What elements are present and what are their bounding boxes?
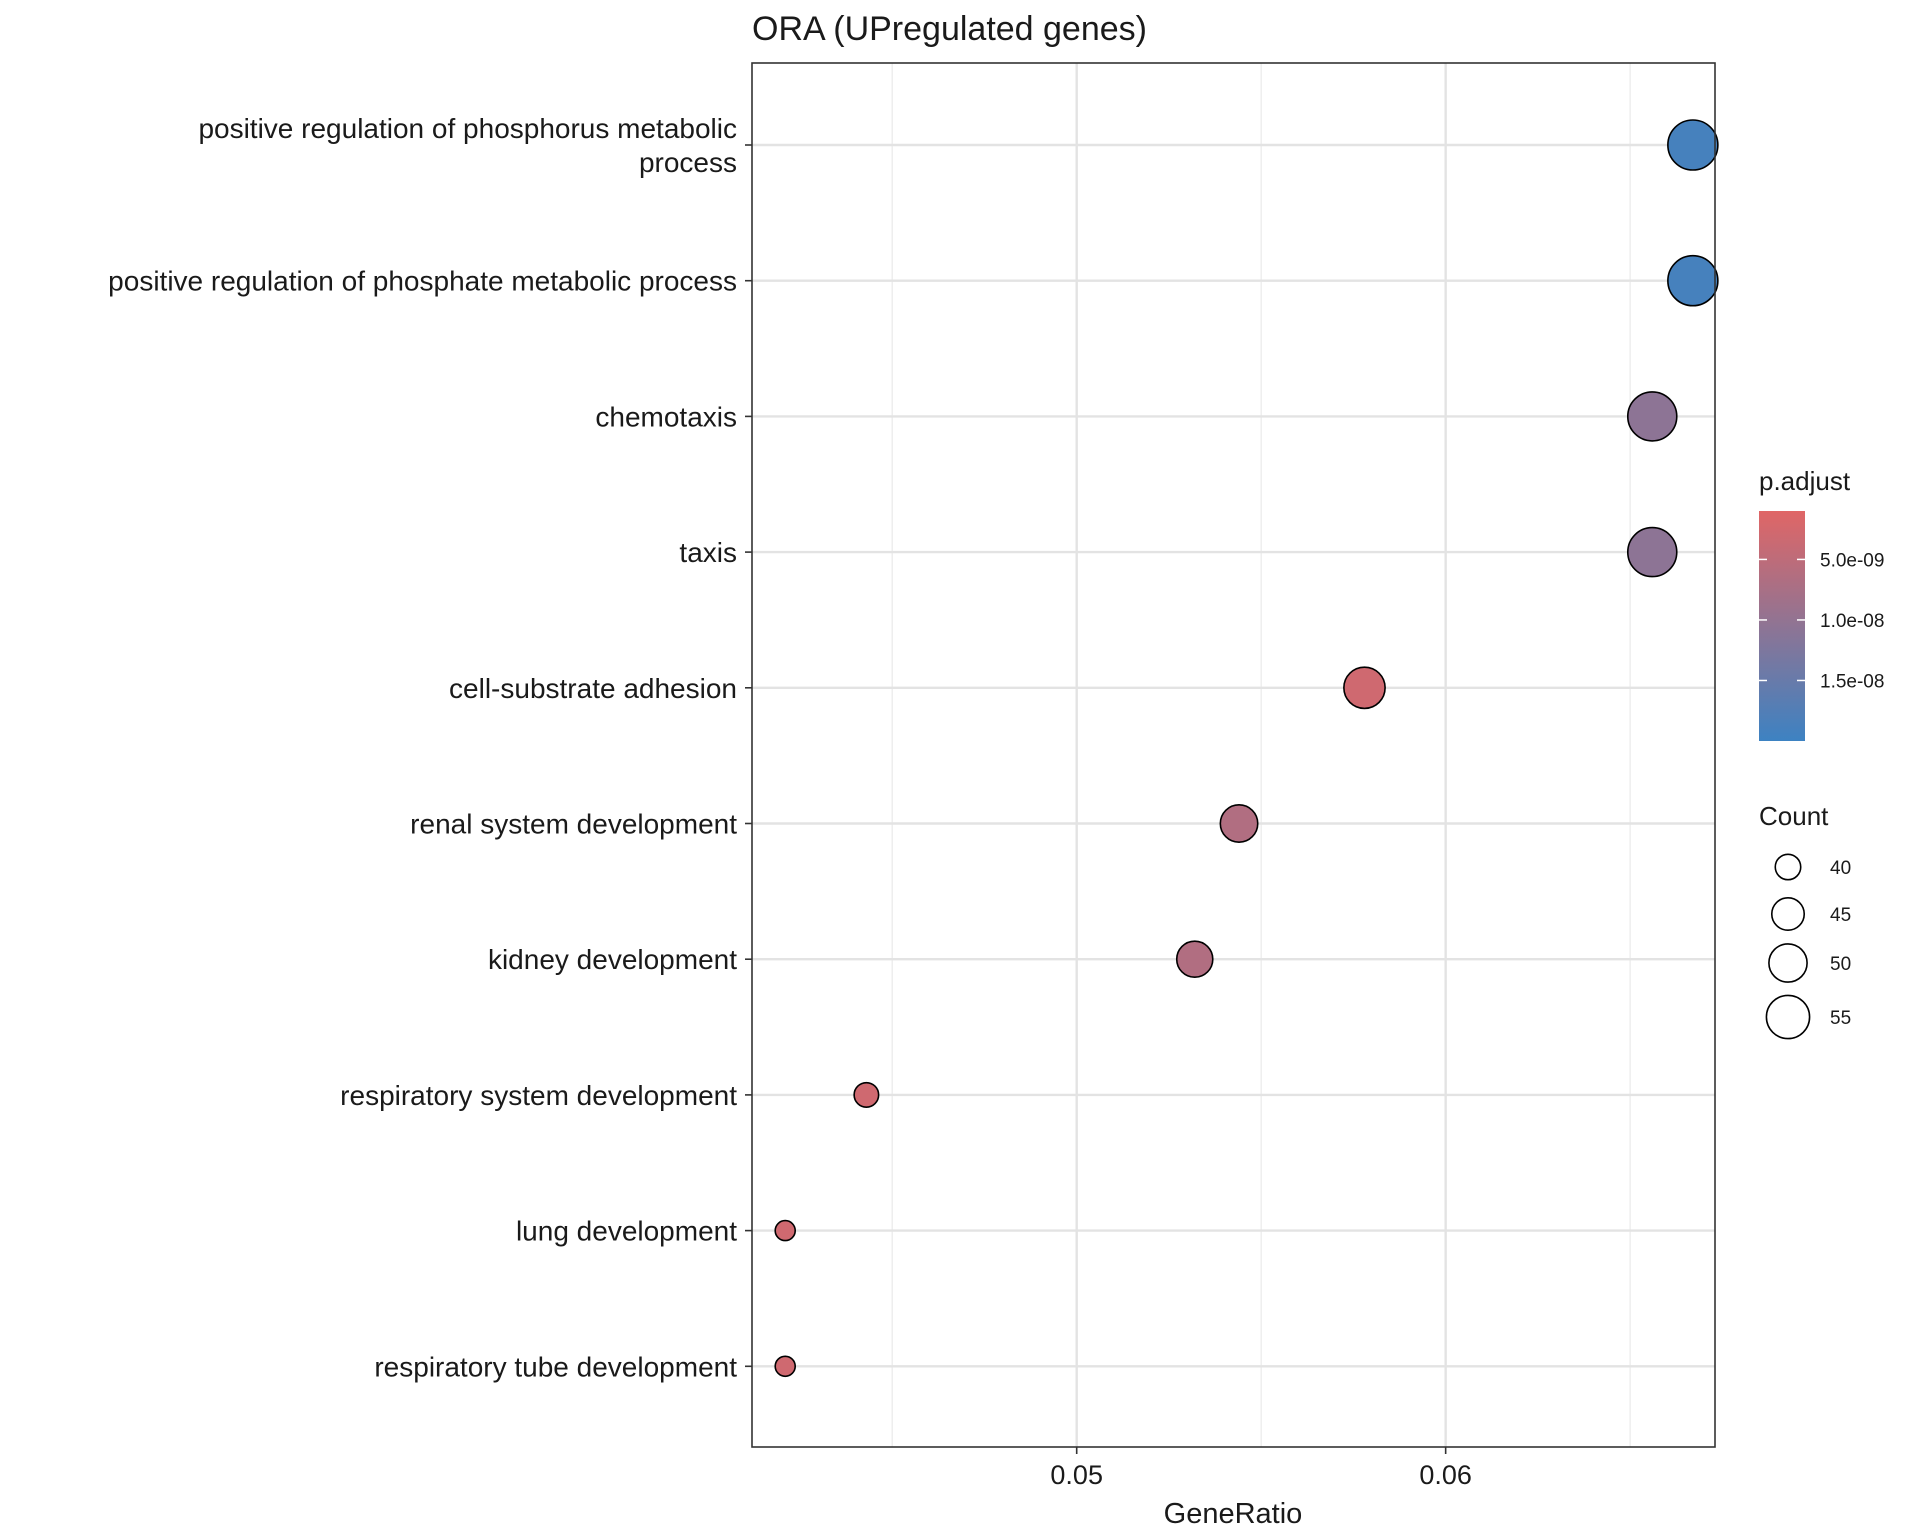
chart-title: ORA (UPregulated genes) (752, 10, 1147, 48)
data-point (1626, 391, 1678, 442)
y-tick-label: kidney development (488, 944, 737, 975)
p-adjust-legend-title: p.adjust (1759, 466, 1851, 496)
x-axis: 0.05 0.06 (1050, 1447, 1472, 1490)
count-legend: Count 40 45 50 55 (1759, 801, 1851, 1040)
count-legend-key (1768, 943, 1808, 983)
data-point (853, 1081, 880, 1108)
y-tick-label-line: kidney development (488, 944, 737, 975)
data-point (1343, 666, 1386, 710)
y-tick-label: respiratory tube development (374, 1351, 737, 1382)
y-tick-label-line: respiratory tube development (374, 1351, 737, 1382)
data-points (774, 119, 1719, 1378)
y-tick-label: cell-substrate adhesion (449, 673, 737, 704)
count-legend-key (1770, 896, 1806, 932)
count-legend-title: Count (1759, 801, 1829, 831)
y-axis: positive regulation of phosphorus metabo… (108, 113, 752, 1382)
grid (752, 63, 1715, 1447)
data-point (774, 1355, 797, 1378)
y-tick-label-line: renal system development (410, 809, 737, 840)
count-legend-label: 45 (1830, 905, 1851, 926)
y-tick-label: renal system development (410, 809, 737, 840)
colorbar-tick-label: 1.0e-08 (1820, 611, 1884, 632)
y-tick-label-line: positive regulation of phosphorus metabo… (198, 113, 737, 144)
count-legend-label: 50 (1830, 954, 1851, 975)
y-tick-label-line: taxis (679, 537, 737, 568)
x-tick-label: 0.06 (1419, 1460, 1472, 1490)
data-point (774, 1219, 797, 1242)
data-point (1219, 803, 1259, 844)
data-point (1667, 254, 1719, 307)
y-tick-label: chemotaxis (595, 401, 737, 432)
y-tick-label: respiratory system development (340, 1080, 737, 1111)
count-legend-key (1774, 853, 1802, 881)
data-point (1626, 526, 1678, 578)
y-tick-label-line: positive regulation of phosphate metabol… (108, 266, 737, 297)
data-point (1667, 119, 1719, 171)
y-tick-label-line: chemotaxis (595, 401, 737, 432)
count-legend-label: 55 (1830, 1008, 1851, 1029)
colorbar-tick-label: 5.0e-09 (1820, 550, 1884, 571)
y-tick-label-line: lung development (516, 1216, 737, 1247)
y-tick-label: positive regulation of phosphate metabol… (108, 266, 737, 297)
count-legend-key (1765, 994, 1811, 1040)
p-adjust-legend: p.adjust 5.0e-09 1.0e-08 1.5e-08 (1759, 466, 1884, 741)
y-tick-label: lung development (516, 1216, 737, 1247)
y-tick-label: positive regulation of phosphorus metabo… (198, 113, 737, 178)
y-tick-label-line: process (639, 147, 737, 178)
x-tick-label: 0.05 (1050, 1460, 1103, 1490)
data-point (1175, 940, 1214, 979)
y-tick-label: taxis (679, 537, 737, 568)
p-adjust-colorbar (1759, 511, 1805, 741)
count-legend-label: 40 (1830, 858, 1851, 879)
plot-panel-border (751, 62, 1716, 1448)
y-tick-label-line: cell-substrate adhesion (449, 673, 737, 704)
y-tick-label-line: respiratory system development (340, 1080, 737, 1111)
x-axis-title: GeneRatio (1164, 1498, 1303, 1530)
colorbar-tick-label: 1.5e-08 (1820, 671, 1884, 692)
